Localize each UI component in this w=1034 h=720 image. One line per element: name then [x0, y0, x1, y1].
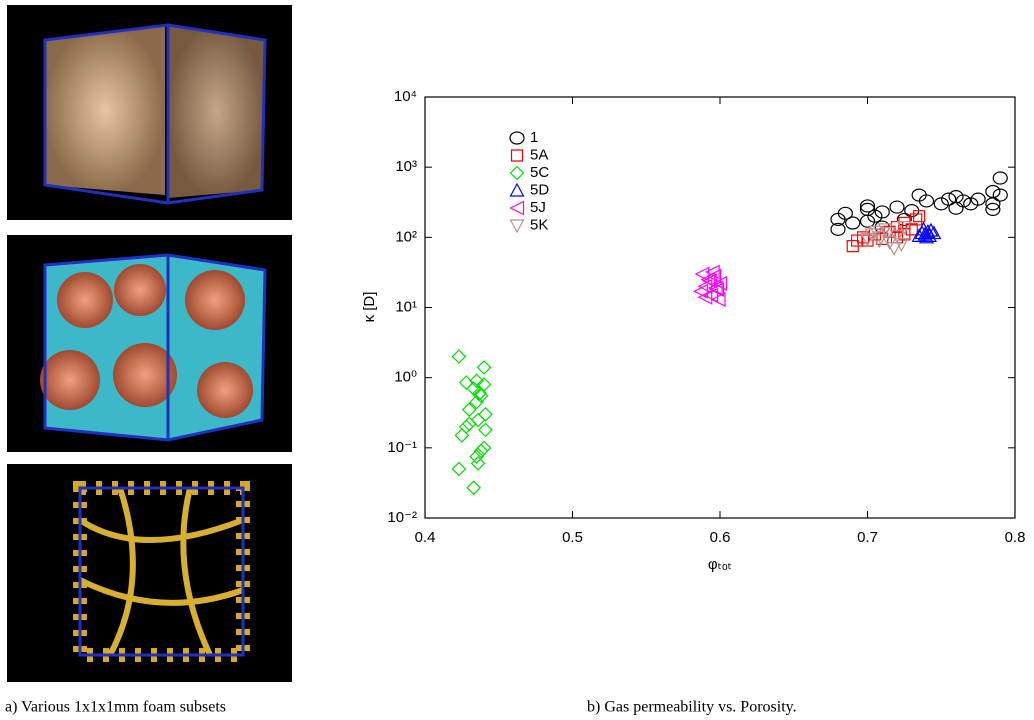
- y-tick-label: 10⁻¹: [387, 439, 417, 456]
- point: [896, 212, 912, 227]
- point: [709, 282, 725, 298]
- caption: b) Gas permeability vs. Porosity.: [587, 699, 797, 716]
- point: [955, 194, 971, 208]
- point: [918, 194, 935, 208]
- point: [712, 276, 728, 291]
- x-tick-label: 0.7: [857, 529, 878, 546]
- point: [877, 223, 893, 238]
- point: [478, 422, 493, 438]
- point: [451, 461, 467, 477]
- point: [701, 273, 717, 289]
- point: [469, 394, 484, 410]
- legend-marker: [509, 165, 525, 181]
- y-tick-label: 10⁻²: [387, 509, 417, 526]
- x-tick-label: 0.6: [710, 529, 731, 546]
- point: [859, 214, 876, 228]
- point: [880, 226, 896, 241]
- foam-image-1: [7, 5, 292, 220]
- point: [704, 264, 720, 280]
- point: [948, 201, 964, 215]
- legend-label: 5D: [530, 181, 549, 198]
- legend-marker: [510, 149, 524, 162]
- legend-label: 5K: [530, 216, 548, 233]
- legend-marker: [509, 219, 525, 234]
- legend-marker: [509, 200, 525, 216]
- point: [992, 188, 1008, 202]
- point: [889, 229, 905, 244]
- point: [970, 192, 986, 206]
- point: [898, 228, 911, 241]
- point: [913, 210, 926, 223]
- point: [941, 192, 957, 206]
- point: [874, 205, 890, 219]
- point: [845, 216, 861, 230]
- point: [473, 443, 489, 459]
- point: [697, 289, 713, 305]
- point: [458, 419, 474, 435]
- x-tick-label: 0.5: [562, 529, 583, 546]
- point: [461, 402, 477, 418]
- legend-label: 5J: [530, 199, 546, 216]
- point: [837, 206, 853, 220]
- y-tick-label: 10²: [395, 228, 417, 245]
- point: [466, 480, 482, 496]
- point: [889, 200, 905, 214]
- x-axis-label: φₜₒₜ: [708, 556, 732, 573]
- foam-image-2: [7, 235, 292, 452]
- point: [893, 238, 909, 252]
- y-axis-label: κ [D]: [361, 292, 378, 323]
- y-tick-label: 10¹: [395, 298, 417, 315]
- point: [706, 268, 722, 284]
- point: [454, 428, 470, 443]
- x-tick-label: 0.8: [1005, 529, 1026, 546]
- point: [469, 373, 484, 389]
- x-tick-label: 0.4: [415, 529, 436, 546]
- point: [985, 197, 1001, 211]
- y-tick-label: 10⁰: [394, 369, 417, 386]
- point: [992, 171, 1008, 185]
- point: [710, 292, 726, 307]
- point: [830, 222, 846, 236]
- point: [478, 407, 493, 422]
- legend-label: 5C: [530, 164, 549, 181]
- point: [921, 228, 937, 242]
- legend-marker: [509, 131, 525, 145]
- point: [846, 240, 859, 253]
- point: [916, 221, 932, 236]
- point: [692, 283, 708, 299]
- point: [451, 349, 467, 364]
- y-tick-label: 10³: [395, 158, 417, 175]
- point: [886, 242, 902, 256]
- point: [896, 220, 912, 235]
- point: [859, 202, 876, 217]
- point: [472, 385, 487, 401]
- legend-marker: [509, 182, 525, 197]
- point: [470, 456, 486, 471]
- legend-label: 1: [530, 129, 538, 146]
- point: [476, 360, 492, 375]
- point: [859, 199, 876, 213]
- point: [985, 202, 1001, 217]
- legend-label: 5A: [530, 146, 548, 163]
- plot-frame: [424, 96, 1016, 519]
- caption: a) Various 1x1x1mm foam subsets: [5, 699, 226, 716]
- point: [918, 229, 935, 244]
- point: [458, 375, 474, 390]
- point: [470, 412, 486, 428]
- point: [871, 234, 887, 249]
- point: [469, 449, 484, 464]
- foam-image-3: [7, 464, 292, 682]
- point: [707, 280, 723, 296]
- y-tick-label: 10⁴: [394, 88, 417, 105]
